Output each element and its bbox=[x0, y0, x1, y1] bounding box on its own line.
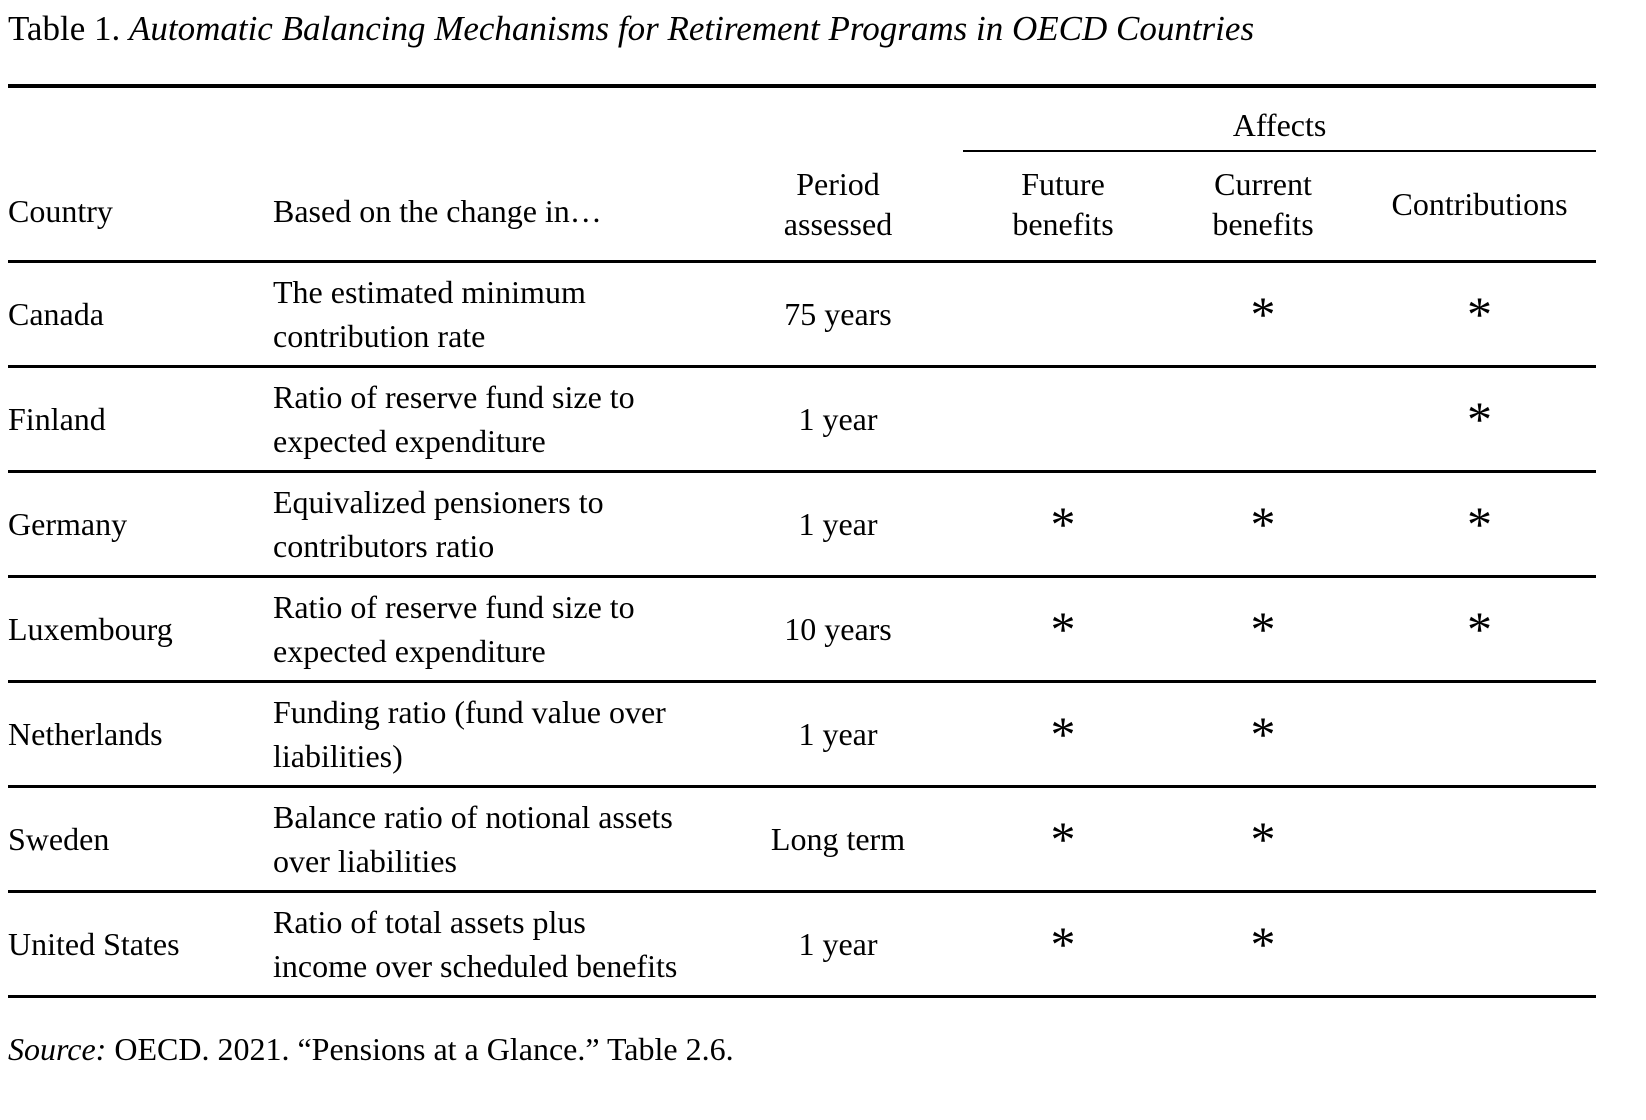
country-cell: Luxembourg bbox=[8, 611, 173, 647]
country-cell: Sweden bbox=[8, 821, 110, 857]
basis-text: Balance ratio of notional assets over li… bbox=[273, 799, 673, 879]
country-cell: United States bbox=[8, 926, 180, 962]
column-header-period: Period assessed bbox=[783, 166, 893, 242]
basis-cell: Equivalized pensioners to contributors r… bbox=[263, 472, 713, 577]
current-benefits-cell: * bbox=[1250, 811, 1276, 867]
source-text: OECD. 2021. “Pensions at a Glance.” Tabl… bbox=[106, 1031, 734, 1067]
header-row-spanner: Country Based on the change in… Period a… bbox=[8, 86, 1597, 242]
table-header: Country Based on the change in… Period a… bbox=[8, 86, 1597, 262]
future-benefits-cell: * bbox=[1050, 706, 1076, 762]
basis-text: Funding ratio (fund value over liabiliti… bbox=[273, 694, 666, 774]
basis-text: Ratio of total assets plus income over s… bbox=[273, 904, 678, 984]
current-benefits-cell: * bbox=[1250, 706, 1276, 762]
basis-text: Ratio of reserve fund size to expected e… bbox=[273, 379, 635, 459]
column-header-current-benefits: Current benefits bbox=[1212, 166, 1314, 242]
basis-text: Ratio of reserve fund size to expected e… bbox=[273, 589, 635, 669]
period-cell: 1 year bbox=[798, 401, 878, 437]
contributions-cell bbox=[1363, 892, 1596, 997]
country-cell: Canada bbox=[8, 296, 104, 332]
period-cell: Long term bbox=[770, 821, 906, 857]
table-row-sweden: Sweden Balance ratio of notional assets … bbox=[8, 786, 1597, 892]
basis-cell: Balance ratio of notional assets over li… bbox=[263, 787, 713, 892]
contributions-cell: * bbox=[1467, 601, 1493, 657]
country-cell: Netherlands bbox=[8, 716, 163, 752]
future-benefits-cell bbox=[963, 367, 1163, 472]
period-cell: 1 year bbox=[798, 506, 878, 542]
header-row-sub: Future benefits Current benefits Contrib… bbox=[8, 151, 1596, 262]
contributions-cell bbox=[1363, 682, 1596, 787]
future-benefits-cell: * bbox=[1050, 916, 1076, 972]
basis-cell: Ratio of total assets plus income over s… bbox=[263, 892, 713, 997]
current-benefits-cell bbox=[1163, 367, 1363, 472]
future-benefits-cell bbox=[963, 262, 1163, 367]
contributions-cell: * bbox=[1467, 496, 1493, 552]
table-title-prefix: Table 1. bbox=[8, 9, 129, 48]
country-cell: Germany bbox=[8, 506, 128, 542]
period-cell: 75 years bbox=[784, 296, 892, 332]
column-header-country: Country bbox=[8, 193, 113, 229]
basis-text: Equivalized pensioners to contributors r… bbox=[273, 484, 604, 564]
period-cell: 10 years bbox=[784, 611, 892, 647]
current-benefits-cell: * bbox=[1250, 916, 1276, 972]
column-header-future-benefits: Future benefits bbox=[1012, 166, 1114, 242]
basis-cell: Ratio of reserve fund size to expected e… bbox=[263, 367, 713, 472]
period-cell: 1 year bbox=[798, 926, 878, 962]
source-label: Source: bbox=[8, 1031, 107, 1067]
contributions-cell bbox=[1363, 787, 1596, 892]
period-cell: 1 year bbox=[798, 716, 878, 752]
basis-cell: The estimated minimum contribution rate bbox=[263, 262, 713, 367]
column-header-basis: Based on the change in… bbox=[273, 193, 602, 229]
table-row-canada: Canada The estimated minimum contributio… bbox=[8, 262, 1596, 367]
future-benefits-cell: * bbox=[1050, 601, 1076, 657]
table-row-netherlands: Netherlands Funding ratio (fund value ov… bbox=[8, 681, 1597, 787]
affects-spanner-header: Affects bbox=[963, 86, 1597, 152]
column-header-contributions: Contributions bbox=[1391, 186, 1568, 222]
country-cell: Finland bbox=[8, 401, 106, 437]
current-benefits-cell: * bbox=[1250, 286, 1276, 342]
basis-cell: Funding ratio (fund value over liabiliti… bbox=[263, 682, 713, 787]
contributions-cell: * bbox=[1467, 391, 1493, 447]
contributions-cell: * bbox=[1467, 286, 1493, 342]
abm-table: Country Based on the change in… Period a… bbox=[8, 84, 1597, 998]
table-row-germany: Germany Equivalized pensioners to contri… bbox=[8, 471, 1597, 577]
future-benefits-cell: * bbox=[1050, 811, 1076, 867]
table-title: Table 1. Automatic Balancing Mechanisms … bbox=[8, 6, 1638, 52]
basis-text: The estimated minimum contribution rate bbox=[273, 274, 586, 354]
source-note: Source: OECD. 2021. “Pensions at a Glanc… bbox=[8, 1028, 1638, 1070]
table-row-united-states: United States Ratio of total assets plus… bbox=[8, 891, 1597, 997]
table-body: Canada The estimated minimum contributio… bbox=[8, 262, 1597, 997]
basis-cell: Ratio of reserve fund size to expected e… bbox=[263, 577, 713, 682]
table-title-text: Automatic Balancing Mechanisms for Retir… bbox=[128, 9, 1255, 48]
table-row-finland: Finland Ratio of reserve fund size to ex… bbox=[8, 366, 1597, 472]
current-benefits-cell: * bbox=[1250, 601, 1276, 657]
future-benefits-cell: * bbox=[1050, 496, 1076, 552]
table-row-luxembourg: Luxembourg Ratio of reserve fund size to… bbox=[8, 576, 1597, 682]
current-benefits-cell: * bbox=[1250, 496, 1276, 552]
